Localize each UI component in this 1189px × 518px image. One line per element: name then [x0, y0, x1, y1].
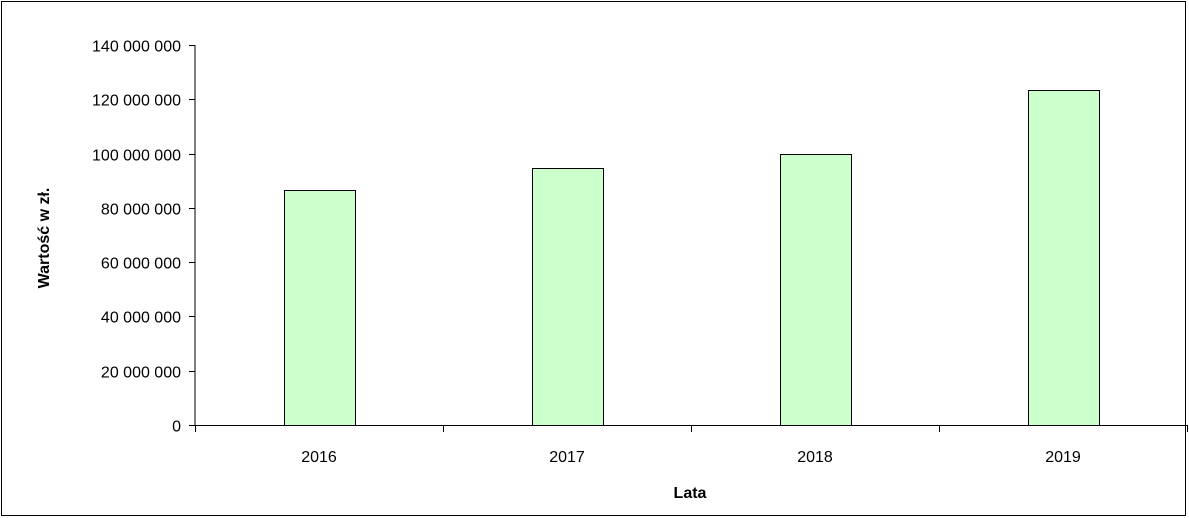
- y-tick-label: 120 000 000: [92, 93, 181, 110]
- y-tick-label: 60 000 000: [101, 256, 181, 273]
- y-axis-title: Wartość w zł.: [36, 188, 53, 289]
- bar-2016: [284, 190, 356, 426]
- x-axis-title: Lata: [674, 485, 707, 502]
- y-tick-label: 40 000 000: [101, 310, 181, 327]
- bars: [284, 90, 1100, 426]
- x-axis: 2016 2017 2018 2019: [195, 425, 1188, 466]
- bar-2018: [780, 154, 852, 426]
- x-tick-label: 2019: [1045, 449, 1081, 466]
- x-tick-label: 2018: [797, 449, 833, 466]
- bar-2017: [532, 168, 604, 426]
- y-tick-label: 140 000 000: [92, 39, 181, 56]
- y-tick-label: 80 000 000: [101, 202, 181, 219]
- y-tick-label: 20 000 000: [101, 365, 181, 382]
- x-tick-label: 2017: [549, 449, 585, 466]
- y-tick-label: 100 000 000: [92, 148, 181, 165]
- y-tick-label: 0: [172, 419, 181, 436]
- x-tick-label: 2016: [301, 449, 337, 466]
- y-axis: 0 20 000 000 40 000 000 60 000 000 80 000 00…: [92, 39, 196, 436]
- bar-2019: [1028, 90, 1100, 426]
